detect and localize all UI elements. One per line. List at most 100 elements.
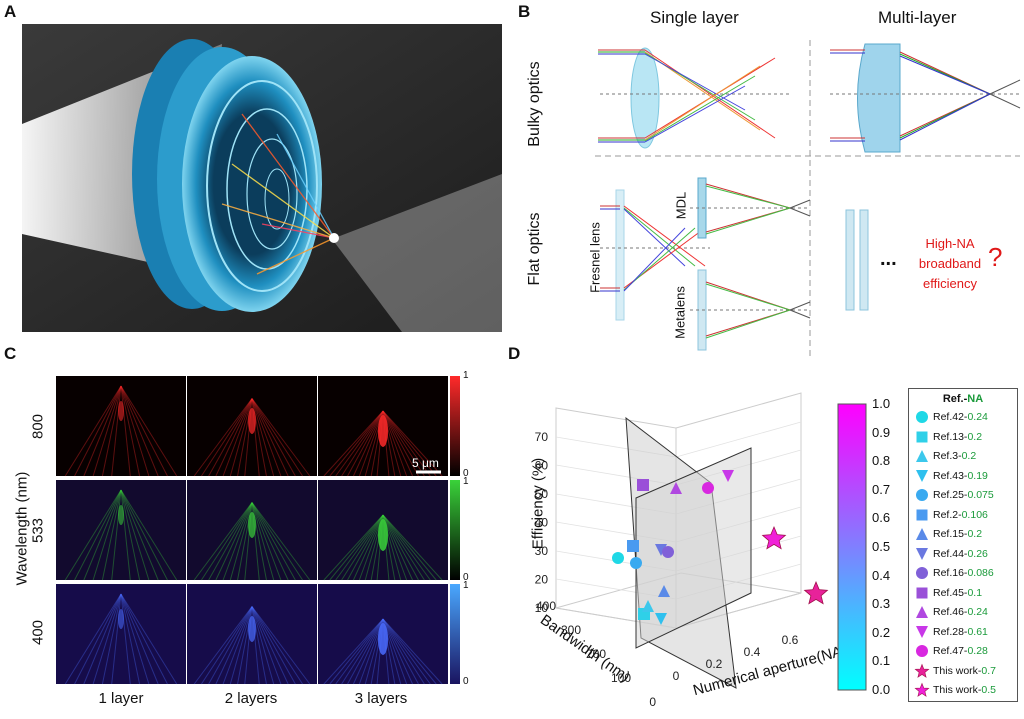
eff-tick-10: 10 [535, 601, 549, 615]
legend-marker-square-icon [916, 587, 928, 598]
legend-title-na: NA [967, 393, 984, 405]
legend-ref-name: Ref.15-0.2 [933, 528, 983, 540]
colorbar-tick-0.0: 0.0 [872, 682, 891, 697]
eff-tick-60: 60 [535, 459, 549, 473]
legend-marker-triangle-down-icon [916, 469, 928, 482]
legend-marker-square-icon [916, 431, 928, 442]
legend-marker-circle-icon [916, 567, 928, 579]
bw-tick-0: 0 [649, 695, 656, 709]
col-label-3: 3 layers [354, 690, 408, 707]
legend-na-value: 0.19 [967, 469, 988, 482]
question-line-3: efficiency [923, 276, 977, 291]
field-map-800-1 [56, 376, 186, 477]
row-label-800: 800 [29, 413, 47, 440]
marker-ref-2-5 [627, 540, 639, 552]
legend-ref-name: Ref.43-0.19 [933, 469, 988, 482]
marker-ref-3-2 [642, 600, 654, 612]
legend-marker-triangle-up-icon [916, 528, 928, 540]
legend-ref-name: Ref.13-0.2 [933, 430, 983, 443]
marker-ref-15-6 [658, 585, 670, 597]
bulky-single-lens [598, 47, 790, 149]
legend-ref-name: Ref.25-0.075 [933, 489, 994, 501]
legend-box: Ref.-NA Ref.42-0.24 Ref.13-0.2 Ref.3-0.2 Re… [908, 388, 1018, 702]
legend-ref-name: Ref.45-0.1 [933, 586, 983, 599]
field-map-400-2 [187, 584, 317, 685]
na-tick-0.6: 0.6 [782, 633, 799, 647]
na-tick-0: 0 [673, 669, 680, 683]
panel-c-ylabel: Wavelength (nm) [13, 471, 31, 586]
marker-this-work-13 [803, 580, 829, 605]
legend-item: Ref.43-0.19 [915, 468, 1015, 486]
colorbar-tick-0.2: 0.2 [872, 624, 891, 640]
metalens [690, 269, 811, 351]
legend-marker-triangle-down-icon [916, 547, 928, 560]
eff-tick-40: 40 [535, 516, 549, 530]
colorbar-533 [450, 480, 460, 580]
panel-b-diagram [595, 40, 1021, 360]
marker-ref-25-4 [630, 557, 642, 569]
panel-a-illustration [22, 24, 502, 332]
legend-na-value: 0.2 [961, 450, 977, 462]
legend-item: Ref.45-0.1 [915, 585, 1015, 603]
legend-marker-triangle-up-icon [916, 606, 928, 618]
legend-title: Ref.-NA [909, 393, 1017, 405]
legend-na-value: 0.24 [967, 411, 988, 423]
colorbar-tick-0.9: 0.9 [872, 424, 891, 440]
legend-item: Ref.3-0.2 [915, 448, 1015, 466]
colorbar-tick-0.3: 0.3 [872, 596, 891, 612]
colorbar-tick-0.4: 0.4 [872, 567, 891, 583]
marker-this-work-14 [761, 525, 787, 550]
cb800-max: 1 [463, 370, 469, 381]
panel-c-label: C [4, 344, 17, 363]
question-text: High-NA broadband efficiency [910, 234, 990, 294]
legend-ref-name: Ref.28-0.61 [933, 625, 988, 638]
legend-ref-name: Ref.2-0.106 [933, 508, 988, 521]
legend-item: Ref.16-0.086 [915, 565, 1015, 583]
legend-marker-triangle-up-icon [916, 450, 928, 462]
na-tick-0.4: 0.4 [744, 645, 761, 659]
legend-na-value: 0.075 [967, 489, 994, 501]
legend-na-value: 0.24 [967, 606, 988, 618]
field-map-400-3 [318, 584, 448, 685]
legend-na-value: 0.086 [967, 567, 994, 579]
ellipsis-dots: ... [880, 248, 897, 270]
col-label-2: 2 layers [224, 690, 278, 707]
legend-marker-triangle-down-icon [916, 625, 928, 638]
field-map-800-2 [187, 376, 317, 477]
legend-na-value: 0.26 [967, 547, 988, 560]
legend-title-ref: Ref. [942, 393, 964, 405]
legend-na-value: 0.61 [967, 625, 988, 638]
legend-item: Ref.46-0.24 [915, 604, 1015, 622]
bw-tick-100: 100 [611, 671, 631, 685]
legend-item: Ref.42-0.24 [915, 409, 1015, 427]
legend-na-value: 0.5 [981, 684, 997, 696]
multilayer-flat-stack [845, 209, 869, 311]
field-map-533-1 [56, 480, 186, 581]
legend-na-value: 0.106 [961, 508, 988, 521]
legend-item: Ref.13-0.2 [915, 429, 1015, 447]
mdl-lens [690, 177, 811, 239]
panel-a-label: A [4, 2, 17, 21]
legend-na-value: 0.28 [967, 645, 988, 657]
legend-marker-square-icon [916, 509, 928, 520]
row-label-400: 400 [29, 619, 47, 646]
fresnel-lens [600, 189, 710, 321]
legend-item: Ref.44-0.26 [915, 546, 1015, 564]
legend-ref-name: Ref.44-0.26 [933, 547, 988, 560]
panel-d-colorbar [837, 403, 867, 691]
row-label-533: 533 [29, 517, 47, 544]
bw-tick-300: 300 [561, 623, 581, 637]
legend-title-sep: - [963, 393, 968, 405]
question-line-1: High-NA [925, 236, 975, 251]
legend-ref-name: Ref.42-0.24 [933, 411, 988, 423]
cb400-max: 1 [463, 580, 469, 591]
cb533-min: 0 [463, 572, 469, 583]
legend-na-value: 0.1 [967, 586, 983, 599]
marker-ref-28-11 [722, 470, 734, 482]
legend-ref-name: Ref.47-0.28 [933, 645, 988, 657]
colorbar-tick-1.0: 1.0 [872, 396, 891, 411]
panel-c-field-maps [56, 376, 460, 685]
legend-item: Ref.28-0.61 [915, 624, 1015, 642]
panel-d-label: D [508, 344, 521, 363]
field-map-533-3 [318, 480, 448, 581]
